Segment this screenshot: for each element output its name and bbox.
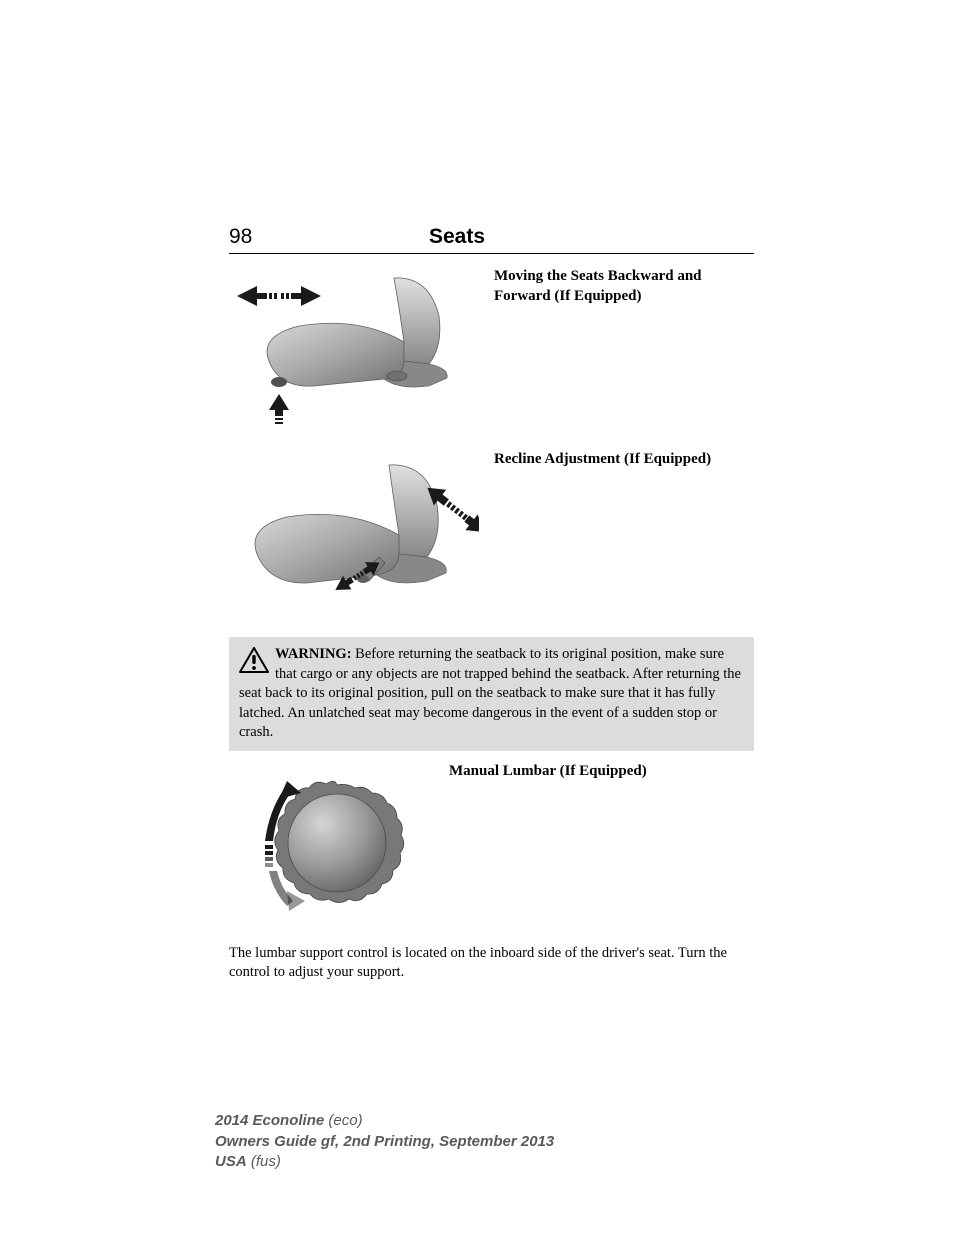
- move-heading: Moving the Seats Backward and Forward (I…: [494, 266, 754, 307]
- page-title: Seats: [429, 225, 485, 249]
- seat-move-figure: [229, 266, 479, 426]
- footer-code1: (eco): [324, 1112, 362, 1129]
- warning-icon: [239, 647, 269, 673]
- page-footer: 2014 Econoline (eco) Owners Guide gf, 2n…: [215, 1111, 554, 1172]
- section-move: Moving the Seats Backward and Forward (I…: [229, 266, 754, 431]
- lumbar-heading: Manual Lumbar (If Equipped): [449, 761, 754, 781]
- recline-heading: Recline Adjustment (If Equipped): [494, 449, 754, 469]
- warning-label: WARNING:: [275, 646, 352, 662]
- section-recline: Recline Adjustment (If Equipped): [229, 449, 754, 619]
- lumbar-knob-figure: [229, 761, 419, 921]
- footer-guide: Owners Guide gf, 2nd Printing, September…: [215, 1133, 554, 1150]
- section-lumbar: Manual Lumbar (If Equipped): [229, 761, 754, 926]
- page-header: 98 Seats: [229, 225, 754, 254]
- lumbar-body: The lumbar support control is located on…: [229, 944, 754, 983]
- warning-box: WARNING: Before returning the seatback t…: [229, 637, 754, 751]
- footer-model: 2014 Econoline: [215, 1112, 324, 1129]
- footer-region: USA: [215, 1153, 247, 1170]
- seat-recline-figure: [229, 449, 479, 614]
- footer-code2: (fus): [247, 1153, 281, 1170]
- page-number: 98: [229, 225, 429, 249]
